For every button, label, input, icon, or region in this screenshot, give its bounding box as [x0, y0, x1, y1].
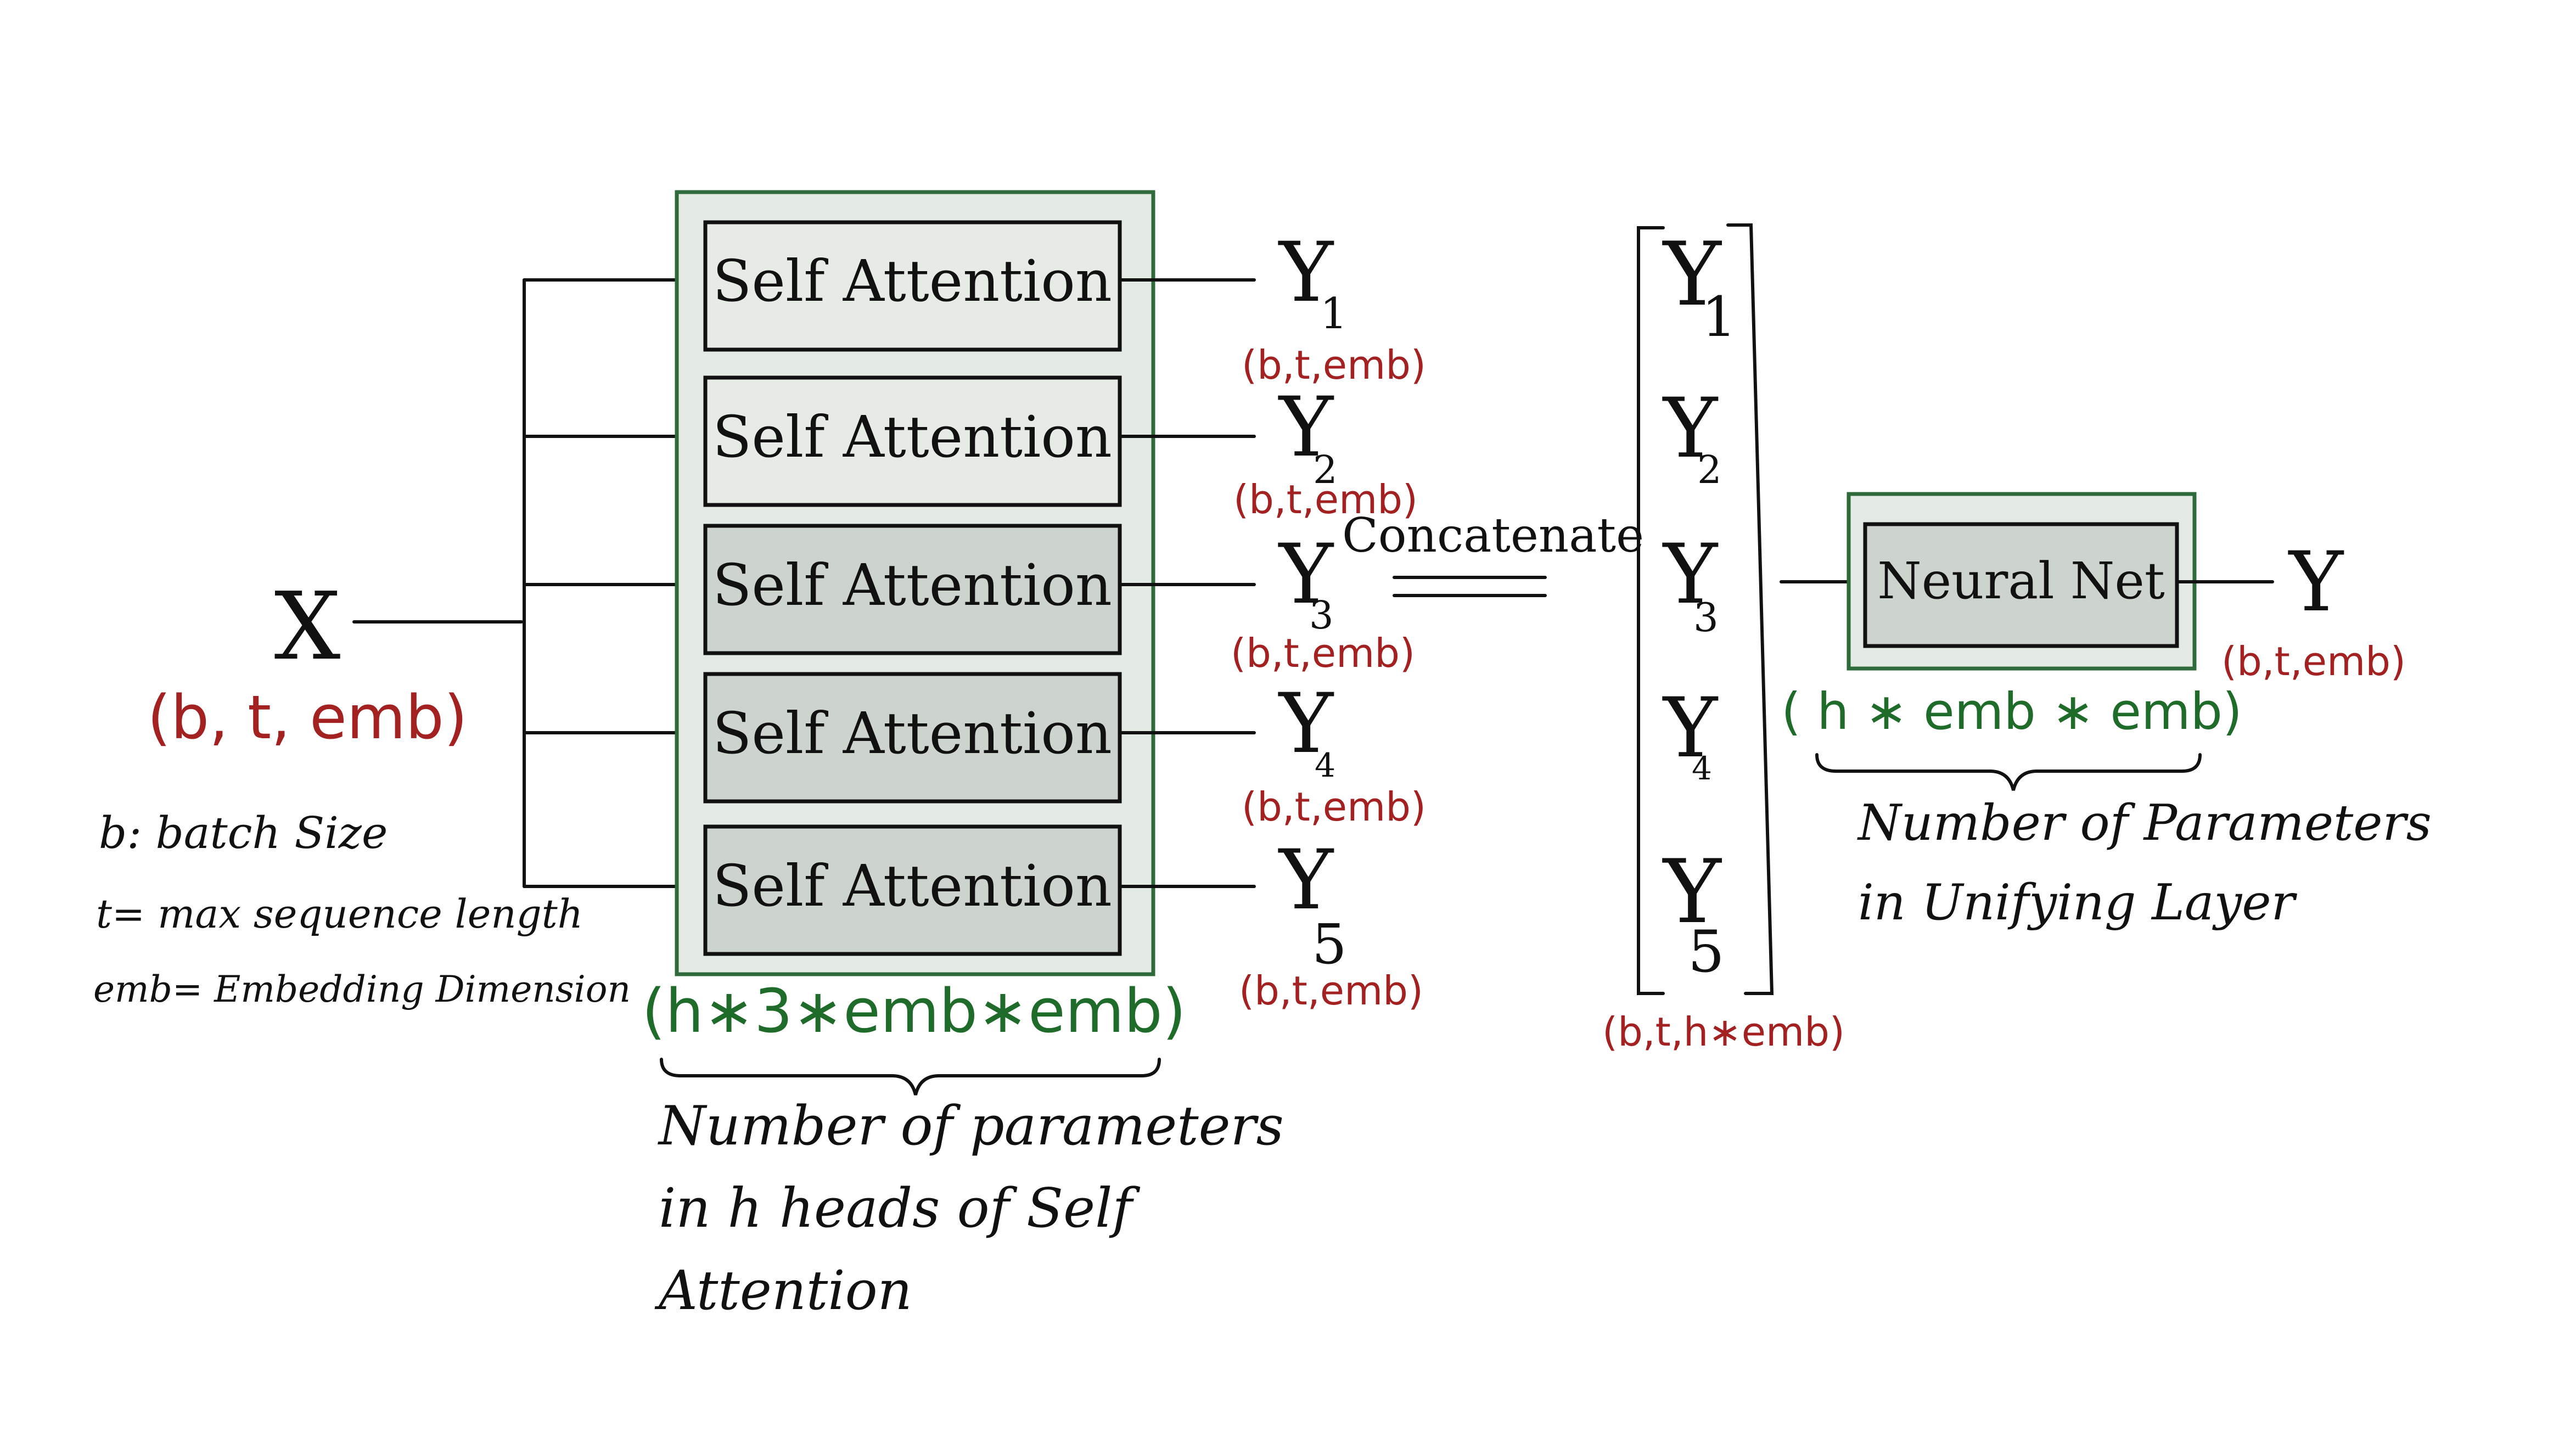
heads-param-brace: [660, 1058, 1161, 1096]
final-output-symbol: Y: [2288, 535, 2344, 630]
head-output-5: Y 5 (b,t,emb): [1239, 833, 1423, 1014]
output-subscript: 2: [1313, 447, 1338, 492]
head-label: Self Attention: [712, 248, 1112, 314]
legend-t: t= max sequence length: [96, 891, 583, 937]
head-1: Self Attention: [703, 220, 1122, 352]
vector-left-bracket: [1637, 226, 1665, 995]
output-subscript: 5: [1312, 912, 1347, 976]
output-shape: (b,t,emb): [1242, 784, 1426, 830]
input-shape: (b, t, emb): [147, 682, 467, 752]
head-label: Self Attention: [712, 700, 1112, 767]
concat-shape: (b,t,h∗emb): [1602, 1009, 1845, 1055]
output-symbol: Y: [1278, 380, 1334, 475]
vector-right-bracket: [1726, 223, 1774, 995]
vector-subscript: 1: [1702, 285, 1737, 349]
vector-entry-2: Y 2: [1662, 381, 1722, 492]
unify-param-note-line-1: Number of Parameters: [1857, 794, 2432, 852]
unify-param-note-line-2: in Unifying Layer: [1858, 874, 2298, 931]
unify-label: Neural Net: [1877, 552, 2165, 610]
output-shape: (b,t,emb): [1239, 968, 1423, 1014]
vector-entry-5: Y 5: [1662, 840, 1725, 985]
vector-subscript: 5: [1688, 918, 1725, 985]
head-output-3: Y 3 (b,t,emb): [1231, 527, 1415, 676]
vector-subscript: 3: [1693, 594, 1719, 641]
input-symbol: X: [274, 572, 340, 681]
final-output-shape: (b,t,emb): [2221, 638, 2406, 684]
output-symbol: Y: [1278, 833, 1334, 928]
heads-param-note-line-3: Attention: [654, 1260, 912, 1322]
output-symbol: Y: [1278, 225, 1334, 321]
legend-b: b: batch Size: [99, 807, 388, 858]
vector-entry-1: Y 1: [1662, 223, 1737, 349]
output-shape: (b,t,emb): [1242, 342, 1426, 388]
head-output-2: Y 2 (b,t,emb): [1233, 380, 1418, 523]
output-subscript: 4: [1315, 746, 1335, 785]
output-symbol: Y: [1278, 676, 1334, 772]
vector-symbol: Y: [1662, 223, 1722, 325]
head-label: Self Attention: [712, 552, 1112, 619]
head-4: Self Attention: [703, 672, 1122, 804]
concat-label: Concatenate: [1342, 508, 1644, 563]
heads-param-note-line-1: Number of parameters: [658, 1095, 1284, 1158]
vector-symbol: Y: [1662, 840, 1722, 943]
output-subscript: 3: [1309, 593, 1334, 638]
vector-subscript: 2: [1697, 447, 1722, 492]
output-shape: (b,t,emb): [1233, 476, 1418, 523]
output-shape: (b,t,emb): [1231, 630, 1415, 676]
unify-neural-net-box: [1863, 522, 2179, 648]
head-output-4: Y 4 (b,t,emb): [1242, 676, 1426, 830]
output-symbol: Y: [1278, 527, 1334, 622]
vector-subscript: 4: [1692, 750, 1712, 787]
vector-entry-4: Y 4: [1662, 681, 1719, 787]
heads-param-note-line-2: in h heads of Self: [659, 1177, 1140, 1240]
head-label: Self Attention: [712, 852, 1112, 919]
heads-param-formula: (h∗3∗emb∗emb): [642, 976, 1186, 1046]
vector-symbol: Y: [1662, 381, 1719, 476]
head-2: Self Attention: [703, 375, 1122, 507]
vector-symbol: Y: [1662, 527, 1719, 622]
output-subscript: 1: [1320, 289, 1348, 339]
vector-entry-3: Y 3: [1662, 527, 1719, 641]
unify-param-formula: ( h ∗ emb ∗ emb): [1781, 682, 2242, 741]
head-5: Self Attention: [703, 824, 1122, 956]
head-output-1: Y 1 (b,t,emb): [1242, 225, 1426, 388]
legend-emb: emb= Embedding Dimension: [93, 968, 631, 1010]
unify-param-brace: [1815, 753, 2202, 791]
head-3: Self Attention: [703, 524, 1122, 655]
vector-symbol: Y: [1662, 681, 1719, 776]
head-label: Self Attention: [712, 403, 1112, 470]
